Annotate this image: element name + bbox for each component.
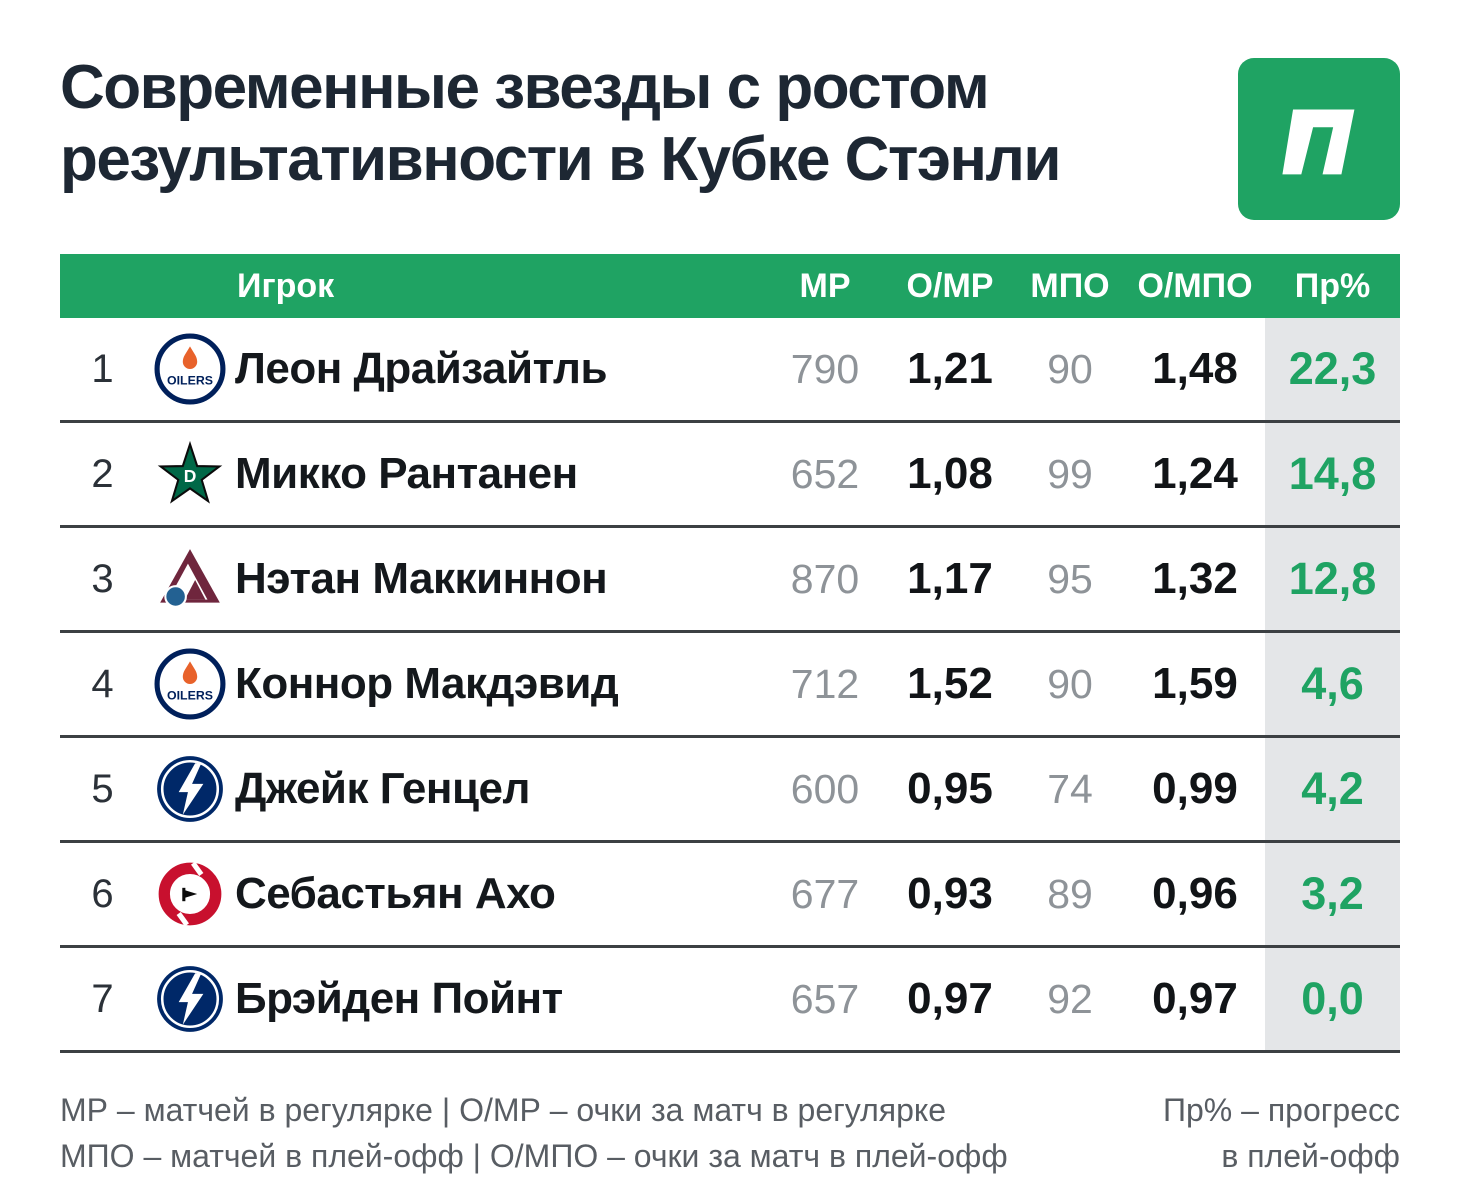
stat-mpo: 95 <box>1047 555 1093 602</box>
col-ompo: О/МПО <box>1137 266 1253 305</box>
title-line-2: результативности в Кубке Стэнли <box>60 124 1062 194</box>
stat-omp: 0,93 <box>907 869 993 918</box>
stat-progress: 22,3 <box>1265 318 1400 420</box>
stars-logo-icon: D <box>145 438 235 510</box>
svg-text:OILERS: OILERS <box>167 688 213 702</box>
stat-mp: 790 <box>790 345 860 392</box>
table-header: Игрок МР О/МР МПО О/МПО Пр% <box>60 254 1400 318</box>
stat-mp: 652 <box>790 450 860 497</box>
col-mpo: МПО <box>1030 266 1110 305</box>
footnote-line-2: МПО – матчей в плей-офф | О/МПО – очки з… <box>60 1138 1008 1175</box>
footnote-right-line-2: в плей-офф <box>1221 1138 1400 1175</box>
rank: 7 <box>91 976 114 1021</box>
stat-ompo: 1,32 <box>1152 554 1238 603</box>
stat-mpo: 90 <box>1047 345 1093 392</box>
stat-omp: 1,21 <box>907 344 993 393</box>
lightning-logo-icon <box>145 963 235 1035</box>
stat-mp: 657 <box>790 975 860 1022</box>
svg-text:OILERS: OILERS <box>167 373 213 387</box>
stat-omp: 1,17 <box>907 554 993 603</box>
footnote-left: МР – матчей в регулярке | О/МР – очки за… <box>60 1087 1008 1180</box>
table-row: 5 Джейк Генцел 600 0,95 74 0,99 4,2 <box>60 738 1400 843</box>
player-name: Микко Рантанен <box>235 449 578 498</box>
stat-mpo: 92 <box>1047 975 1093 1022</box>
footnote-line-1: МР – матчей в регулярке | О/МР – очки за… <box>60 1092 947 1128</box>
stat-mp: 712 <box>790 660 860 707</box>
stat-omp: 1,52 <box>907 659 993 708</box>
oilers-logo-icon: OILERS <box>145 333 235 405</box>
stat-omp: 0,97 <box>907 974 993 1023</box>
player-name: Нэтан Маккиннон <box>235 554 608 603</box>
page-title: Современные звезды с ростом результативн… <box>60 52 1062 196</box>
stat-ompo: 1,48 <box>1152 344 1238 393</box>
player-name: Брэйден Пойнт <box>235 974 563 1023</box>
stat-progress: 3,2 <box>1265 843 1400 945</box>
avalanche-logo-icon <box>145 543 235 615</box>
col-progress: Пр% <box>1294 266 1371 305</box>
table-row: 6 Себастьян Ахо 677 0,93 89 0,96 3,2 <box>60 843 1400 948</box>
lightning-logo-icon <box>145 753 235 825</box>
svg-text:D: D <box>184 466 197 486</box>
stat-ompo: 0,99 <box>1152 764 1238 813</box>
stat-mpo: 99 <box>1047 450 1093 497</box>
stat-progress: 14,8 <box>1265 423 1400 525</box>
stat-ompo: 1,59 <box>1152 659 1238 708</box>
footnotes: МР – матчей в регулярке | О/МР – очки за… <box>60 1087 1400 1180</box>
stat-mp: 870 <box>790 555 860 602</box>
stat-progress: 4,6 <box>1265 633 1400 735</box>
stat-ompo: 0,96 <box>1152 869 1238 918</box>
hurricanes-logo-icon <box>145 858 235 930</box>
brand-logo-icon <box>1238 58 1400 220</box>
stat-mp: 677 <box>790 870 860 917</box>
stat-mpo: 90 <box>1047 660 1093 707</box>
player-name: Джейк Генцел <box>235 764 530 813</box>
stat-ompo: 1,24 <box>1152 449 1238 498</box>
rank: 3 <box>91 556 114 601</box>
oilers-logo-icon: OILERS <box>145 648 235 720</box>
stat-progress: 0,0 <box>1265 948 1400 1050</box>
footnote-right-line-1: Пр% – прогресс <box>1162 1092 1400 1128</box>
page-header: Современные звезды с ростом результативн… <box>60 52 1400 220</box>
player-name: Леон Драйзайтль <box>235 344 608 393</box>
stat-ompo: 0,97 <box>1152 974 1238 1023</box>
table-row: 7 Брэйден Пойнт 657 0,97 92 0,97 0,0 <box>60 948 1400 1053</box>
col-omp: О/МР <box>906 266 994 305</box>
stat-progress: 4,2 <box>1265 738 1400 840</box>
rank: 1 <box>91 346 114 391</box>
stat-mpo: 74 <box>1047 765 1093 812</box>
player-name: Себастьян Ахо <box>235 869 556 918</box>
stat-omp: 0,95 <box>907 764 993 813</box>
stat-omp: 1,08 <box>907 449 993 498</box>
table-row: 2 D Микко Рантанен 652 1,08 99 1,24 14,8 <box>60 423 1400 528</box>
table-row: 1 OILERS Леон Драйзайтль 790 1,21 90 1,4… <box>60 318 1400 423</box>
title-line-1: Современные звезды с ростом <box>60 53 990 122</box>
rank: 2 <box>91 451 114 496</box>
col-player: Игрок <box>237 266 335 305</box>
table-row: 3 Нэтан Маккиннон 870 1,17 95 1,32 12,8 <box>60 528 1400 633</box>
col-mp: МР <box>799 266 851 305</box>
table-row: 4 OILERS Коннор Макдэвид 712 1,52 90 1,5… <box>60 633 1400 738</box>
rank: 6 <box>91 871 114 916</box>
rank: 5 <box>91 766 114 811</box>
stat-mp: 600 <box>790 765 860 812</box>
stat-progress: 12,8 <box>1265 528 1400 630</box>
footnote-right: Пр% – прогресс в плей-офф <box>1163 1087 1400 1180</box>
stat-mpo: 89 <box>1047 870 1093 917</box>
player-name: Коннор Макдэвид <box>235 659 619 708</box>
stats-table: Игрок МР О/МР МПО О/МПО Пр% 1 OILERS Лео… <box>60 254 1400 1053</box>
rank: 4 <box>91 661 114 706</box>
